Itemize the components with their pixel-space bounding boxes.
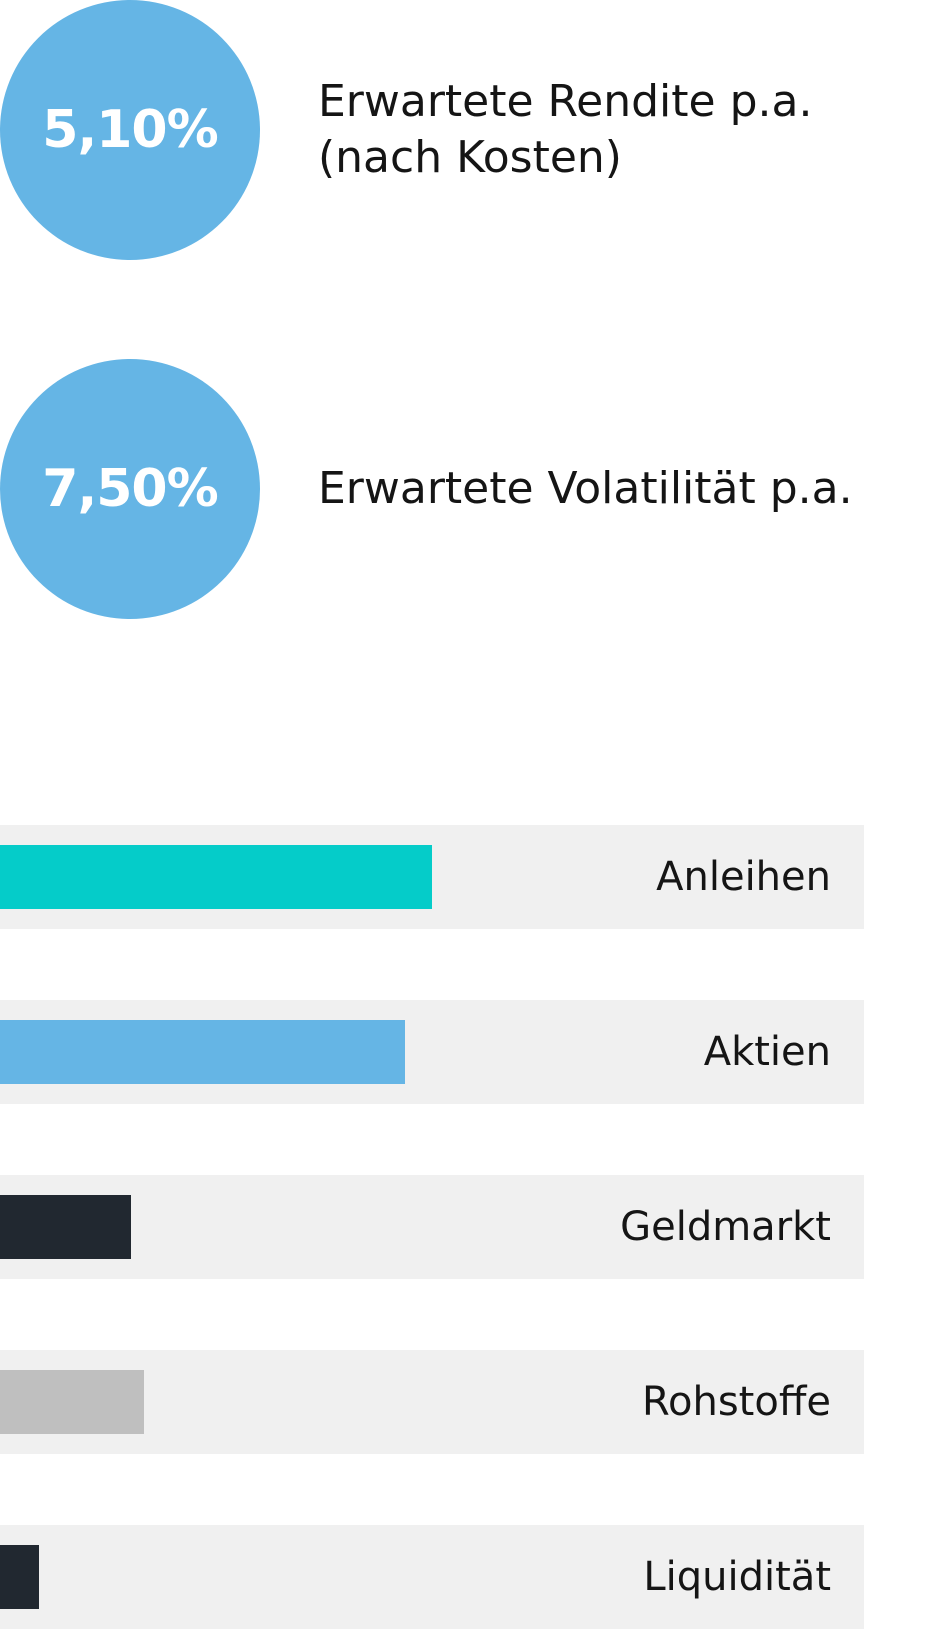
allocation-bar-geldmarkt: [0, 1195, 131, 1259]
allocation-row-geldmarkt: Geldmarkt: [0, 1175, 864, 1279]
expected-volatility-value: 7,50%: [42, 459, 218, 519]
allocation-label-geldmarkt: Geldmarkt: [620, 1204, 831, 1250]
allocation-bar-rohstoffe: [0, 1370, 144, 1434]
allocation-label-liquiditaet: Liquidität: [643, 1554, 831, 1600]
allocation-label-anleihen: Anleihen: [656, 854, 831, 900]
expected-volatility-label: Erwartete Volatilität p.a.: [318, 463, 853, 514]
allocation-label-rohstoffe: Rohstoffe: [642, 1379, 831, 1425]
expected-return-value: 5,10%: [42, 100, 218, 160]
allocation-row-anleihen: Anleihen: [0, 825, 864, 929]
allocation-row-aktien: Aktien: [0, 1000, 864, 1104]
allocation-bar-liquiditaet: [0, 1545, 39, 1609]
expected-volatility-circle: 7,50%: [0, 359, 260, 619]
allocation-bar-aktien: [0, 1020, 405, 1084]
expected-volatility-kpi: 7,50% Erwartete Volatilität p.a.: [0, 359, 927, 619]
expected-return-kpi: 5,10% Erwartete Rendite p.a. (nach Koste…: [0, 0, 927, 260]
expected-return-circle: 5,10%: [0, 0, 260, 260]
allocation-bar-anleihen: [0, 845, 432, 909]
expected-return-label: Erwartete Rendite p.a. (nach Kosten): [318, 76, 813, 183]
allocation-label-aktien: Aktien: [703, 1029, 831, 1075]
allocation-row-rohstoffe: Rohstoffe: [0, 1350, 864, 1454]
allocation-row-liquiditaet: Liquidität: [0, 1525, 864, 1629]
